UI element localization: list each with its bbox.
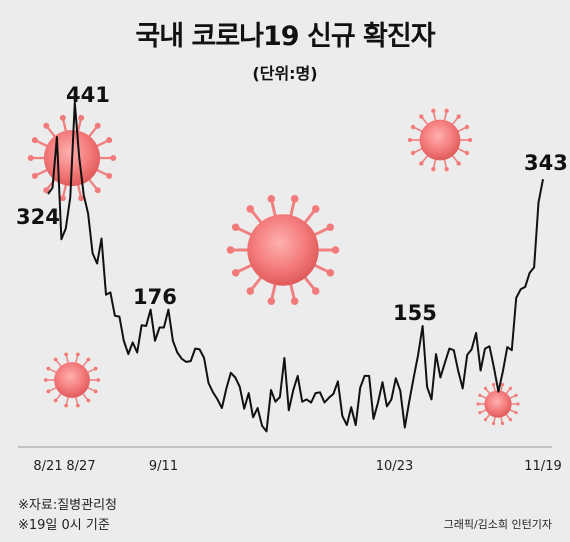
- graphic-credit: 그래픽/김소희 인턴기자: [443, 518, 552, 531]
- chart-unit: (단위:명): [252, 64, 318, 83]
- x-tick-label: 11/19: [524, 459, 561, 474]
- chart-title: 국내 코로나19 신규 확진자: [135, 21, 435, 52]
- x-tick-label: 9/11: [149, 459, 178, 474]
- source-note: ※자료:질병관리청: [18, 498, 117, 513]
- series-line: [47, 101, 544, 433]
- virus-icon: [407, 108, 473, 172]
- x-tick-label: 8/21: [33, 459, 62, 474]
- data-label: 343: [524, 151, 568, 175]
- virus-icon: [226, 195, 340, 305]
- x-tick-label: 8/27: [66, 459, 95, 474]
- date-note: ※19일 0시 기준: [18, 518, 110, 533]
- data-label: 324: [16, 205, 60, 229]
- virus-icon: [476, 382, 520, 426]
- virus-icon: [43, 352, 101, 408]
- data-label: 176: [133, 285, 177, 309]
- data-label: 441: [66, 83, 110, 107]
- data-label: 155: [393, 301, 437, 325]
- x-tick-label: 10/23: [376, 459, 413, 474]
